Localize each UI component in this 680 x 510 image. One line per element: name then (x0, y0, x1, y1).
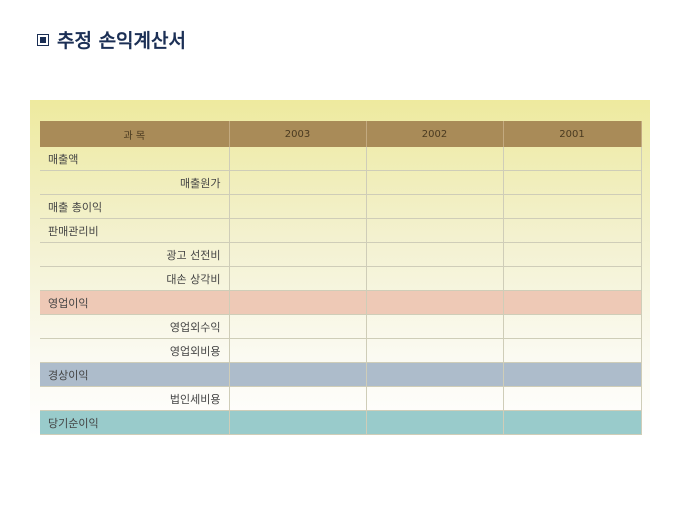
value-cell (366, 314, 504, 339)
value-cell (503, 314, 642, 339)
value-cell (229, 170, 367, 195)
row-label: 영업외비용 (40, 338, 230, 363)
row-label: 경상이익 (40, 362, 230, 387)
value-cell (366, 338, 504, 363)
table-row: 영업외비용 (40, 338, 642, 363)
table-row: 영업이익 (40, 290, 642, 315)
value-cell (503, 194, 642, 219)
page-title: 추정 손익계산서 (37, 26, 186, 53)
header-2003: 2003 (229, 121, 367, 147)
table-row: 매출액 (40, 147, 642, 171)
value-cell (229, 218, 367, 243)
value-cell (229, 362, 367, 387)
value-cell (503, 338, 642, 363)
value-cell (503, 147, 642, 171)
header-2001: 2001 (503, 121, 642, 147)
table-row: 경상이익 (40, 362, 642, 387)
value-cell (366, 194, 504, 219)
value-cell (503, 218, 642, 243)
value-cell (229, 338, 367, 363)
table-row: 대손 상각비 (40, 266, 642, 291)
table-row: 당기순이익 (40, 410, 642, 435)
value-cell (229, 290, 367, 315)
header-row: 과 목 2003 2002 2001 (40, 121, 642, 147)
value-cell (366, 266, 504, 291)
table-row: 매출원가 (40, 170, 642, 195)
table-row: 법인세비용 (40, 386, 642, 411)
row-label: 영업이익 (40, 290, 230, 315)
header-item: 과 목 (40, 121, 230, 147)
table-row: 영업외수익 (40, 314, 642, 339)
value-cell (503, 170, 642, 195)
value-cell (229, 147, 367, 171)
value-cell (366, 290, 504, 315)
table-row: 광고 선전비 (40, 242, 642, 267)
table-row: 판매관리비 (40, 218, 642, 243)
value-cell (229, 266, 367, 291)
value-cell (366, 362, 504, 387)
value-cell (503, 386, 642, 411)
value-cell (503, 266, 642, 291)
value-cell (366, 242, 504, 267)
row-label: 매출원가 (40, 170, 230, 195)
value-cell (366, 410, 504, 435)
value-cell (366, 386, 504, 411)
income-statement-table: 과 목 2003 2002 2001 매출액 매출원가 매출 총이익 판매관리비 광고 … (40, 121, 642, 435)
value-cell (229, 242, 367, 267)
value-cell (366, 218, 504, 243)
square-bullet-icon (37, 33, 49, 46)
row-label: 매출 총이익 (40, 194, 230, 219)
value-cell (366, 147, 504, 171)
value-cell (229, 386, 367, 411)
row-label: 법인세비용 (40, 386, 230, 411)
value-cell (229, 314, 367, 339)
value-cell (229, 194, 367, 219)
row-label: 대손 상각비 (40, 266, 230, 291)
value-cell (366, 170, 504, 195)
table-row: 매출 총이익 (40, 194, 642, 219)
row-label: 매출액 (40, 147, 230, 171)
row-label: 당기순이익 (40, 410, 230, 435)
value-cell (503, 410, 642, 435)
value-cell (503, 290, 642, 315)
value-cell (503, 362, 642, 387)
value-cell (229, 410, 367, 435)
title-text: 추정 손익계산서 (57, 30, 186, 52)
value-cell (503, 242, 642, 267)
row-label: 광고 선전비 (40, 242, 230, 267)
row-label: 영업외수익 (40, 314, 230, 339)
row-label: 판매관리비 (40, 218, 230, 243)
header-2002: 2002 (366, 121, 504, 147)
